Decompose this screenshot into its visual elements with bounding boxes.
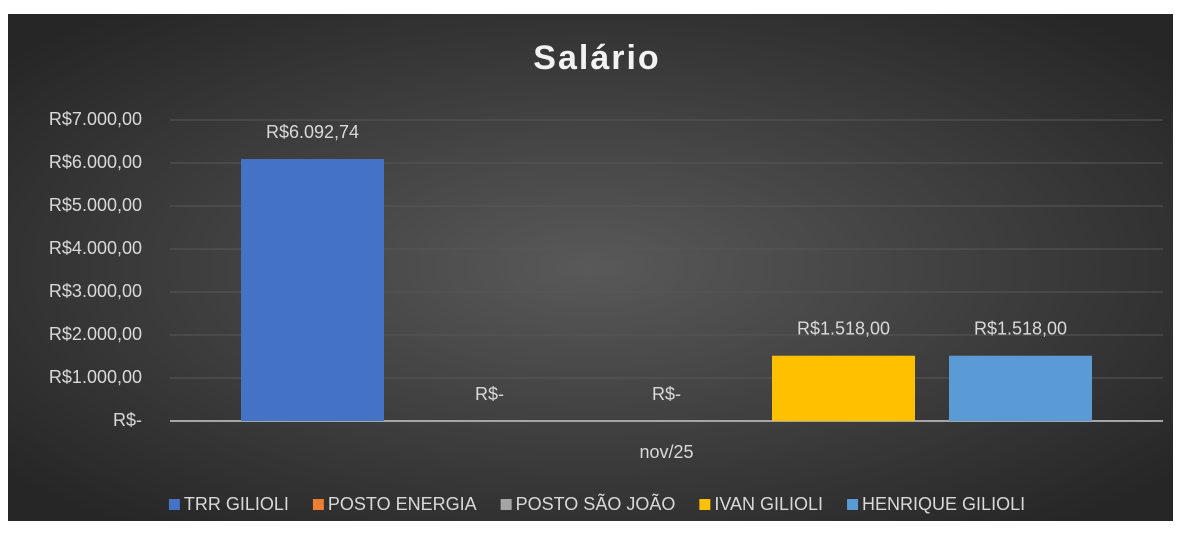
y-tick-label: R$7.000,00 — [49, 109, 142, 129]
y-tick-label: R$4.000,00 — [49, 238, 142, 258]
value-label: R$6.092,74 — [266, 122, 359, 142]
legend-swatch — [168, 499, 180, 510]
bar — [241, 159, 384, 421]
legend-label: POSTO ENERGIA — [328, 494, 477, 514]
bar — [772, 355, 915, 421]
value-label: R$1.518,00 — [797, 318, 890, 338]
y-tick-label: R$6.000,00 — [49, 152, 142, 172]
y-tick-label: R$2.000,00 — [49, 324, 142, 344]
chart-background — [8, 14, 1173, 521]
value-label: R$- — [475, 384, 504, 404]
y-tick-label: R$- — [113, 410, 142, 430]
bar — [949, 355, 1092, 421]
legend-label: IVAN GILIOLI — [714, 494, 823, 514]
legend-swatch — [847, 499, 859, 510]
legend-swatch — [699, 499, 711, 510]
y-tick-label: R$5.000,00 — [49, 195, 142, 215]
x-tick-label: nov/25 — [639, 442, 693, 462]
y-tick-label: R$3.000,00 — [49, 281, 142, 301]
value-label: R$- — [652, 384, 681, 404]
legend-swatch — [312, 499, 324, 510]
chart-title: Salário — [533, 39, 660, 77]
legend-swatch — [500, 499, 512, 510]
legend-label: HENRIQUE GILIOLI — [862, 494, 1025, 514]
value-label: R$1.518,00 — [974, 318, 1067, 338]
legend-label: TRR GILIOLI — [184, 494, 289, 514]
y-tick-label: R$1.000,00 — [49, 367, 142, 387]
legend-label: POSTO SÃO JOÃO — [516, 493, 676, 514]
